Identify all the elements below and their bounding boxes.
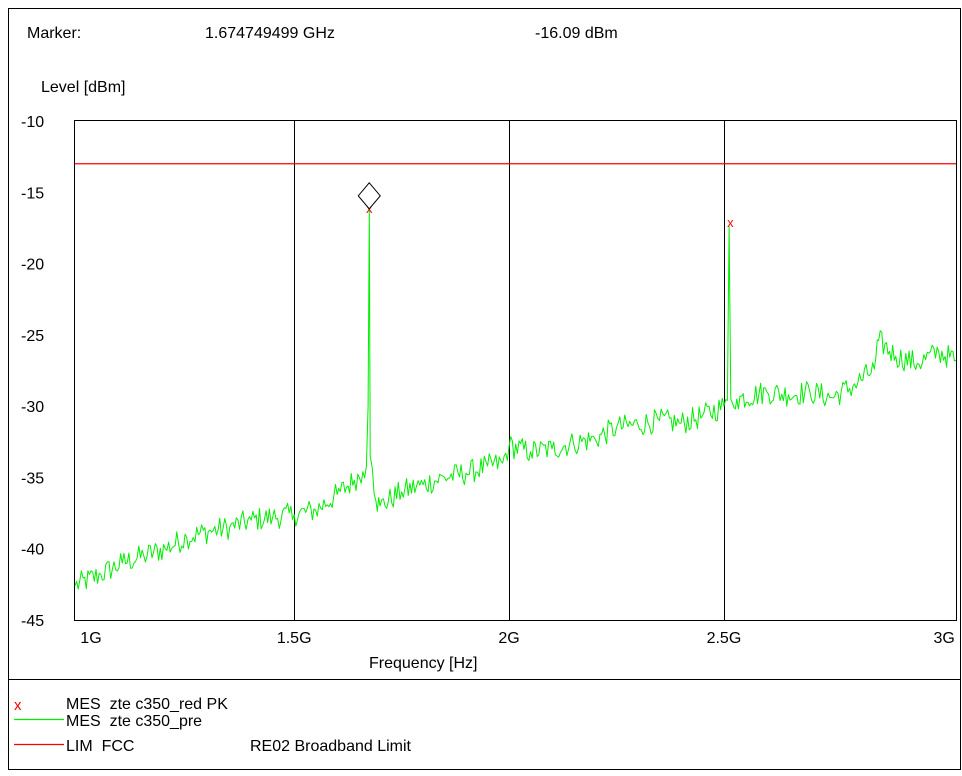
x-tick-label: 2.5G: [707, 630, 742, 647]
y-tick-label: -10: [21, 114, 44, 131]
legend-peak-label: MES zte c350_red PK: [66, 696, 228, 713]
y-tick-label: -15: [21, 185, 44, 202]
plot-frame: [74, 120, 957, 621]
marker-level: -16.09 dBm: [535, 25, 618, 42]
trace-layer: [74, 207, 957, 590]
y-tick-label: -30: [21, 399, 44, 416]
y-tick-label: -45: [21, 613, 44, 630]
legend: x MES zte c350_red PK MES zte c350_pre L…: [14, 696, 412, 755]
marker-layer: [357, 182, 381, 210]
trace-line: [74, 207, 957, 590]
x-tick-labels: 1G 1.5G 2G 2.5G 3G: [80, 630, 955, 647]
y-tick-label: -35: [21, 470, 44, 487]
peak-marker: x: [727, 215, 734, 230]
legend-limit-label: LIM FCC: [66, 738, 134, 755]
legend-limit-description: RE02 Broadband Limit: [250, 738, 412, 755]
y-tick-label: -20: [21, 257, 44, 274]
y-tick-labels: -10 -15 -20 -25 -30 -35 -40 -45: [21, 114, 44, 630]
x-tick-label: 1.5G: [277, 630, 312, 647]
x-tick-label: 2G: [498, 630, 519, 647]
y-axis-label: Level [dBm]: [41, 79, 125, 96]
marker-diamond: [357, 182, 381, 210]
legend-trace-label: MES zte c350_pre: [66, 713, 202, 730]
x-axis-label: Frequency [Hz]: [369, 655, 477, 672]
window-border: [8, 8, 961, 770]
x-tick-label: 1G: [80, 630, 101, 647]
y-tick-label: -25: [21, 328, 44, 345]
grid-lines: [294, 121, 725, 620]
x-tick-label: 3G: [933, 630, 954, 647]
plot-area: xx: [74, 120, 957, 621]
legend-peak-symbol: x: [14, 697, 22, 714]
marker-frequency: 1.674749499 GHz: [205, 25, 335, 42]
y-tick-label: -40: [21, 542, 44, 559]
marker-label: Marker:: [27, 25, 81, 42]
